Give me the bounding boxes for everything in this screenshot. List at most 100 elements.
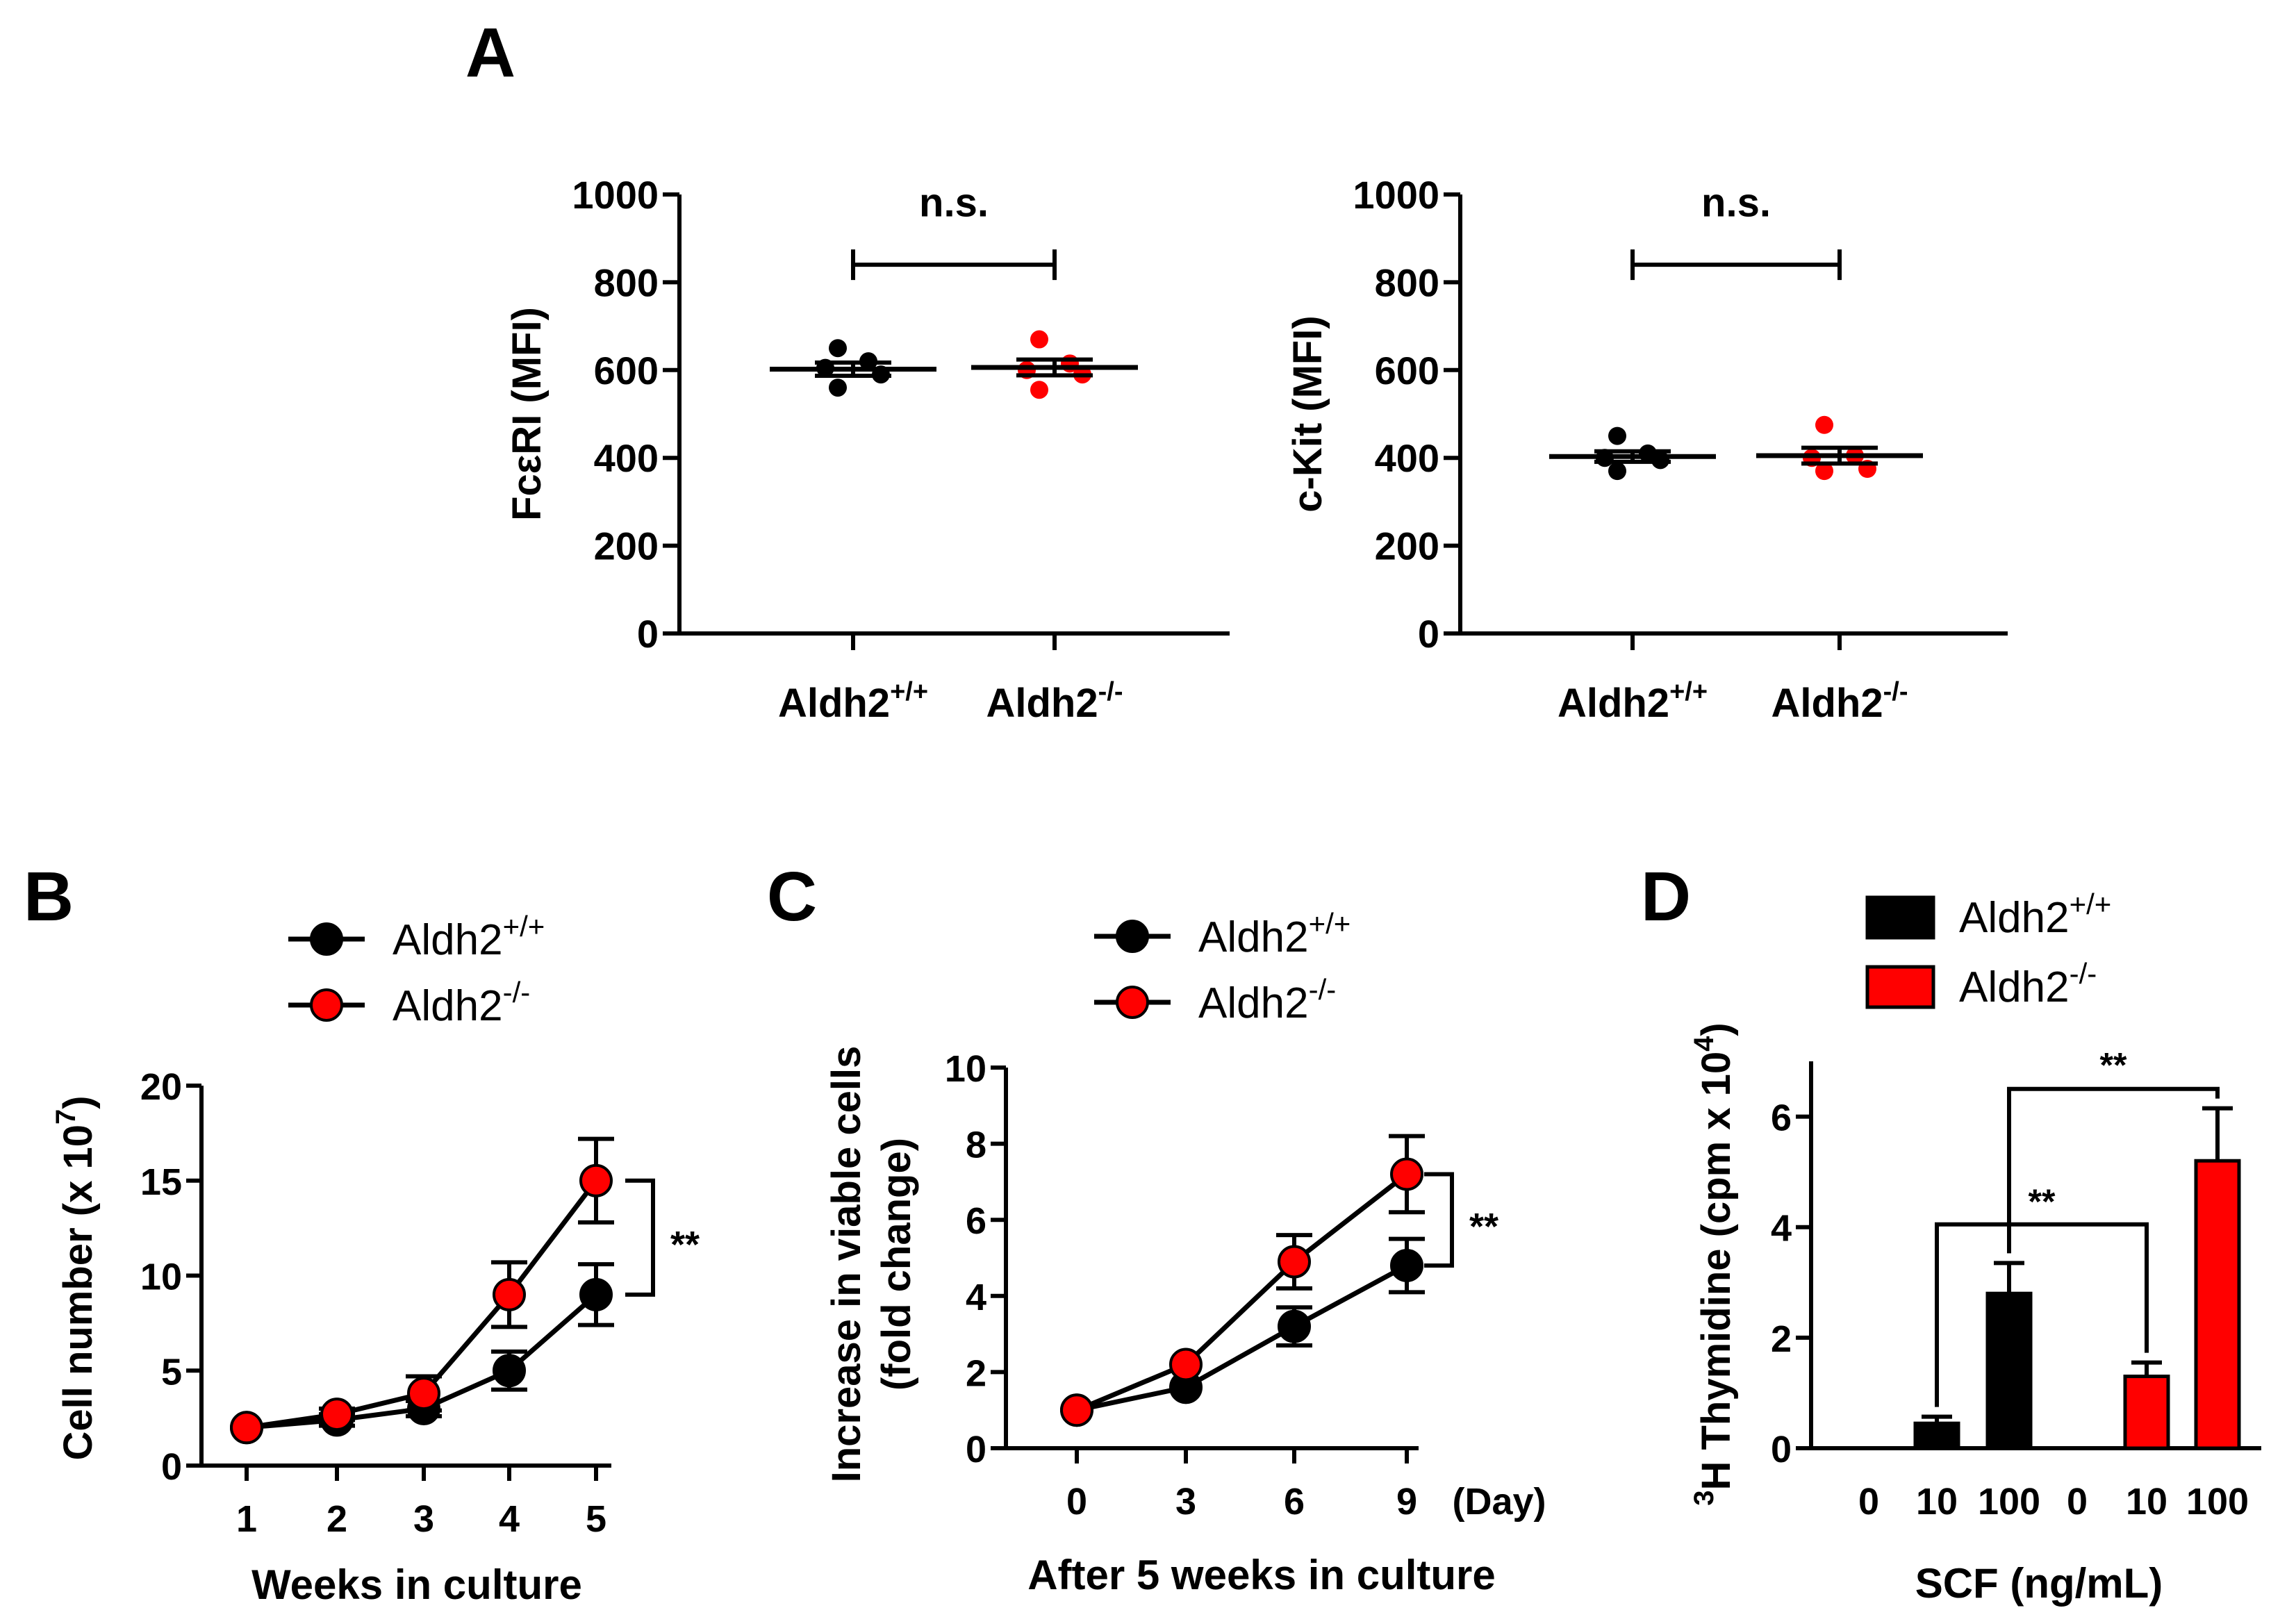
y-tick-label: 6 xyxy=(1771,1097,1792,1139)
y-tick-label: 0 xyxy=(966,1429,986,1470)
data-marker xyxy=(1390,1157,1423,1191)
legend-label-sup: +/+ xyxy=(503,910,545,943)
legend-marker xyxy=(1116,920,1149,953)
x-axis-label: Weeks in culture xyxy=(251,1561,582,1608)
y-axis-label: 3H Thymidine (cpm x 104) xyxy=(1689,1022,1739,1506)
x-tick-label-base: Aldh2 xyxy=(986,681,1098,726)
y-tick-label: 1000 xyxy=(572,173,659,217)
y-axis-label-base: Cell number (x 10 xyxy=(56,1125,101,1460)
y-tick-label: 0 xyxy=(1418,612,1439,656)
x-tick-label: 9 xyxy=(1396,1481,1417,1523)
data-point xyxy=(1608,462,1626,481)
y-tick-label: 8 xyxy=(966,1125,986,1166)
legend-label-sup: +/+ xyxy=(2070,888,2112,920)
bar xyxy=(2194,1159,2241,1450)
panel-label-d: D xyxy=(1641,858,1691,936)
bar xyxy=(1913,1421,1960,1450)
significance-label: n.s. xyxy=(919,181,989,226)
x-tick-label-sup: -/- xyxy=(1098,677,1123,706)
legend-label-base: Aldh2 xyxy=(1959,894,2070,942)
y-tick-label: 800 xyxy=(594,260,659,304)
data-point xyxy=(1030,330,1048,349)
x-tick-label-sup: +/+ xyxy=(890,677,928,706)
x-tick-label: 4 xyxy=(499,1498,520,1540)
x-tick-label-sup: -/- xyxy=(1883,677,1908,706)
y-tick-label: 800 xyxy=(1375,260,1439,304)
x-tick-label: 6 xyxy=(1284,1481,1305,1523)
legend-label-sup: -/- xyxy=(503,976,531,1009)
bar xyxy=(2123,1375,2170,1450)
y-tick-label: 6 xyxy=(966,1200,986,1242)
data-point xyxy=(1815,415,1833,434)
data-marker xyxy=(230,1411,263,1445)
legend-swatch xyxy=(1865,895,1935,940)
y-axis-label-end: ) xyxy=(56,1095,101,1109)
x-tick-label-base: Aldh2 xyxy=(1558,681,1669,726)
y-tick-label: 600 xyxy=(594,349,659,392)
x-tick-label: Aldh2-/- xyxy=(986,677,1123,726)
y-axis-label: FcεRI (MFI) xyxy=(504,307,550,521)
y-axis-label-line1: Increase in viable cells xyxy=(824,1046,869,1483)
legend-label: Aldh2-/- xyxy=(1959,957,2097,1011)
y-tick-label: 10 xyxy=(140,1257,182,1298)
data-marker xyxy=(1390,1248,1423,1282)
data-marker xyxy=(1169,1348,1203,1382)
bar xyxy=(1985,1291,2033,1450)
y-tick-label: 15 xyxy=(140,1161,182,1203)
x-tick-label: Aldh2+/+ xyxy=(1558,677,1708,726)
legend-label: Aldh2+/+ xyxy=(1959,888,2111,942)
data-marker xyxy=(493,1354,526,1388)
y-tick-label: 2 xyxy=(966,1352,986,1394)
x-axis-label: After 5 weeks in culture xyxy=(1027,1552,1496,1598)
legend-label-base: Aldh2 xyxy=(393,916,503,964)
data-marker xyxy=(579,1163,613,1197)
y-tick-label: 0 xyxy=(1771,1429,1792,1470)
comparison-bracket xyxy=(1935,1222,2149,1407)
y-tick-label: 600 xyxy=(1375,349,1439,392)
y-axis-label-base: H Thymidine (cpm x 10 xyxy=(1694,1052,1739,1491)
y-axis-label-sup: 7 xyxy=(51,1109,81,1125)
y-tick-label: 4 xyxy=(1771,1208,1792,1250)
x-axis-label: SCF (ng/mL) xyxy=(1915,1560,2163,1607)
y-tick-label: 20 xyxy=(140,1066,182,1108)
legend-label-sup: -/- xyxy=(2070,957,2097,990)
y-axis-label-line2: (fold change) xyxy=(874,1138,919,1391)
legend-marker xyxy=(310,988,343,1022)
y-axis-label-pre: 3 xyxy=(1689,1491,1719,1506)
y-tick-label: 10 xyxy=(945,1048,986,1090)
data-marker xyxy=(320,1398,354,1432)
y-tick-label: 0 xyxy=(637,612,659,656)
legend-label-base: Aldh2 xyxy=(1959,963,2070,1011)
legend-label-sup: -/- xyxy=(1309,973,1337,1006)
x-tick-label: Aldh2+/+ xyxy=(778,677,928,726)
y-tick-label: 200 xyxy=(1375,524,1439,568)
legend-label-base: Aldh2 xyxy=(393,982,503,1030)
x-tick-label-base: Aldh2 xyxy=(778,681,890,726)
x-tick-label-base: Aldh2 xyxy=(1771,681,1883,726)
significance-bracket xyxy=(1424,1172,1454,1268)
x-tick-label: 0 xyxy=(1066,1481,1087,1523)
y-tick-label: 200 xyxy=(594,524,659,568)
y-tick-label: 4 xyxy=(966,1277,986,1318)
data-marker xyxy=(493,1277,526,1311)
data-marker xyxy=(407,1377,440,1411)
panel-label-b: B xyxy=(24,858,74,936)
x-tick-label-sup: +/+ xyxy=(1669,677,1708,706)
x-tick-label: 0 xyxy=(2067,1481,2088,1523)
data-marker xyxy=(1060,1393,1093,1427)
significance-bracket xyxy=(625,1178,655,1297)
data-point xyxy=(829,339,847,358)
x-tick-label: 10 xyxy=(2126,1481,2167,1523)
y-tick-label: 400 xyxy=(594,436,659,480)
y-tick-label: 2 xyxy=(1771,1318,1792,1360)
panel-label-a: A xyxy=(465,14,515,92)
x-tick-label: 3 xyxy=(413,1498,434,1540)
legend-label-base: Aldh2 xyxy=(1198,979,1309,1027)
y-tick-label: 1000 xyxy=(1353,173,1439,217)
y-tick-label: 0 xyxy=(161,1446,182,1488)
data-point xyxy=(1030,381,1048,399)
